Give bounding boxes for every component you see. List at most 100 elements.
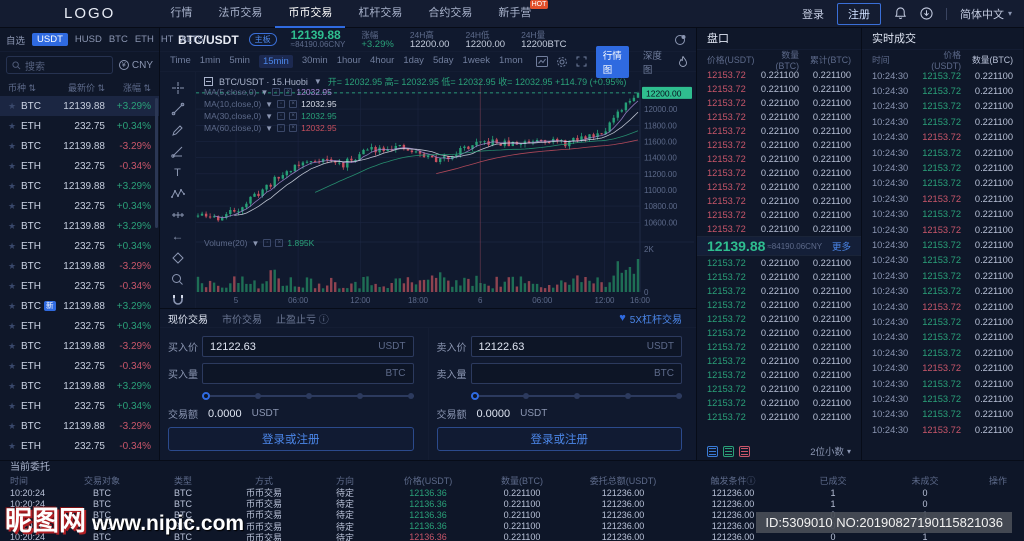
book-row[interactable]: 12153.72 0.221100 0.221100 xyxy=(697,382,861,396)
eraser-icon[interactable] xyxy=(168,250,188,265)
market-row[interactable]: ★ ETH 232.75 -0.34% xyxy=(0,356,159,376)
triangle-down-icon[interactable]: ▼ xyxy=(265,111,274,121)
market-tab-USDT[interactable]: USDT xyxy=(32,33,68,46)
market-row[interactable]: ★ BTC 12139.88 -3.29% xyxy=(0,336,159,356)
buy-amount-slider[interactable] xyxy=(202,390,414,402)
download-icon[interactable] xyxy=(920,7,933,20)
view-tab-行情图[interactable]: 行情图 xyxy=(595,45,629,78)
nav-item-行情[interactable]: 行情 xyxy=(170,6,193,19)
indicator-close-icon[interactable]: × xyxy=(289,112,298,120)
market-row[interactable]: ★ BTC 12139.88 +3.29% xyxy=(0,96,159,116)
view-tab-深度图[interactable]: 深度图 xyxy=(642,50,662,76)
trade-row[interactable]: 10:24:30 12153.72 0.221100 xyxy=(862,253,1023,268)
market-row[interactable]: ★ BTC 12139.88 -3.29% xyxy=(0,256,159,276)
market-row[interactable]: ★ ETH 232.75 -0.34% xyxy=(0,156,159,176)
pattern-icon[interactable] xyxy=(168,186,188,201)
star-icon[interactable]: ★ xyxy=(8,200,17,211)
market-row[interactable]: ★ BTC 12139.88 -3.29% xyxy=(0,416,159,436)
book-row[interactable]: 12153.72 0.221100 0.221100 xyxy=(697,222,861,236)
sell-price-input[interactable]: 12122.63 USDT xyxy=(470,336,682,357)
interval-15min[interactable]: 15min xyxy=(258,55,293,68)
trade-row[interactable]: 10:24:30 12153.72 0.221100 xyxy=(862,145,1023,160)
star-icon[interactable]: ★ xyxy=(8,260,17,271)
indicator-settings-icon[interactable]: ◦ xyxy=(263,239,272,247)
indicator-settings-icon[interactable]: ◦ xyxy=(277,124,286,132)
trade-row[interactable]: 10:24:30 12153.72 0.221100 xyxy=(862,391,1023,406)
buy-login-register-button[interactable]: 登录或注册 xyxy=(168,427,414,451)
trade-row[interactable]: 10:24:30 12153.72 0.221100 xyxy=(862,314,1023,329)
buy-amount-input[interactable]: BTC xyxy=(202,363,414,384)
star-icon[interactable]: ★ xyxy=(8,220,17,231)
trade-row[interactable]: 10:24:30 12153.72 0.221100 xyxy=(862,330,1023,345)
nav-item-法币交易[interactable]: 法币交易 xyxy=(218,6,263,19)
star-icon[interactable]: ★ xyxy=(8,120,17,131)
interval-1min[interactable]: 1min xyxy=(199,55,221,66)
book-row[interactable]: 12153.72 0.221100 0.221100 xyxy=(697,340,861,354)
interval-5day[interactable]: 5day xyxy=(432,55,454,66)
indicator-close-icon[interactable]: × xyxy=(284,88,293,96)
trade-row[interactable]: 10:24:30 12153.72 0.221100 xyxy=(862,407,1023,422)
order-row[interactable]: 10:20:24 BTC BTC 币币交易 待定 12136.36 0.221100 1212… xyxy=(0,497,1024,510)
text-icon[interactable]: T xyxy=(174,166,181,179)
star-icon[interactable]: ★ xyxy=(8,400,17,411)
sell-amount-slider[interactable] xyxy=(470,390,682,402)
nav-item-杠杆交易[interactable]: 杠杆交易 xyxy=(358,6,403,19)
market-row[interactable]: ★ BTC 12139.88 -3.29% xyxy=(0,136,159,156)
market-row[interactable]: ★ ETH 232.75 +0.34% xyxy=(0,396,159,416)
market-tab-ALTS[interactable]: ALTS xyxy=(180,34,204,45)
indicator-settings-icon[interactable]: ◦ xyxy=(277,112,286,120)
triangle-down-icon[interactable]: ▼ xyxy=(260,87,269,97)
star-icon[interactable]: ★ xyxy=(8,160,17,171)
order-tab-现价交易[interactable]: 现价交易 xyxy=(168,314,208,326)
order-tab-止盈止亏 ⓘ[interactable]: 止盈止亏 ⓘ xyxy=(276,314,329,326)
book-row[interactable]: 12153.72 0.221100 0.221100 xyxy=(697,124,861,138)
book-row[interactable]: 12153.72 0.221100 0.221100 xyxy=(697,326,861,340)
star-icon[interactable]: ★ xyxy=(8,300,17,311)
book-row[interactable]: 12153.72 0.221100 0.221100 xyxy=(697,368,861,382)
market-row[interactable]: ★ ETH 232.75 -0.34% xyxy=(0,276,159,296)
trade-row[interactable]: 10:24:30 12153.72 0.221100 xyxy=(862,222,1023,237)
chart-type-icon[interactable] xyxy=(535,56,548,67)
market-row[interactable]: ★ BTC 12139.88 +3.29% xyxy=(0,176,159,196)
nav-item-币币交易[interactable]: 币币交易 xyxy=(275,0,346,28)
market-tab-ETH[interactable]: ETH xyxy=(134,34,154,45)
trade-row[interactable]: 10:24:30 12153.72 0.221100 xyxy=(862,345,1023,360)
book-row[interactable]: 12153.72 0.221100 0.221100 xyxy=(697,284,861,298)
star-icon[interactable]: ★ xyxy=(8,180,17,191)
trendline-icon[interactable] xyxy=(168,101,188,116)
trade-row[interactable]: 10:24:30 12153.72 0.221100 xyxy=(862,130,1023,145)
book-row[interactable]: 12153.72 0.221100 0.221100 xyxy=(697,354,861,368)
settings-gear-icon[interactable] xyxy=(556,56,568,68)
market-tab-HUSD[interactable]: HUSD xyxy=(74,34,102,45)
sell-amount-input[interactable]: BTC xyxy=(470,363,682,384)
book-row[interactable]: 12153.72 0.221100 0.221100 xyxy=(697,256,861,270)
crosshair-icon[interactable] xyxy=(168,80,188,95)
star-icon[interactable]: ★ xyxy=(8,140,17,151)
star-icon[interactable]: ★ xyxy=(8,340,17,351)
book-row[interactable]: 12153.72 0.221100 0.221100 xyxy=(697,312,861,326)
interval-Time[interactable]: Time xyxy=(170,55,191,66)
star-icon[interactable]: ★ xyxy=(8,240,17,251)
book-row[interactable]: 12153.72 0.221100 0.221100 xyxy=(697,166,861,180)
leverage-link[interactable]: ♥ 5X杠杆交易 xyxy=(619,312,682,326)
language-selector[interactable]: 简体中文 ▾ xyxy=(959,8,1012,21)
interval-5min[interactable]: 5min xyxy=(229,55,250,66)
sell-login-register-button[interactable]: 登录或注册 xyxy=(436,427,682,451)
book-row[interactable]: 12153.72 0.221100 0.221100 xyxy=(697,68,861,82)
nav-item-合约交易[interactable]: 合约交易 xyxy=(428,6,473,19)
interval-1mon[interactable]: 1mon xyxy=(499,55,523,66)
depth-mode-bids-icon[interactable] xyxy=(723,445,734,457)
trade-row[interactable]: 10:24:30 12153.72 0.221100 xyxy=(862,283,1023,298)
book-row[interactable]: 12153.72 0.221100 0.221100 xyxy=(697,110,861,124)
indicator-settings-icon[interactable]: ◦ xyxy=(277,100,286,108)
trade-row[interactable]: 10:24:30 12153.72 0.221100 xyxy=(862,191,1023,206)
book-row[interactable]: 12153.72 0.221100 0.221100 xyxy=(697,138,861,152)
col-coin[interactable]: 币种 ⇅ xyxy=(8,82,37,93)
market-row[interactable]: ★ ETH 232.75 -0.34% xyxy=(0,436,159,456)
star-icon[interactable]: ★ xyxy=(8,100,17,111)
book-row[interactable]: 12153.72 0.221100 0.221100 xyxy=(697,152,861,166)
trade-row[interactable]: 10:24:30 12153.72 0.221100 xyxy=(862,160,1023,175)
trade-row[interactable]: 10:24:30 12153.72 0.221100 xyxy=(862,376,1023,391)
book-row[interactable]: 12153.72 0.221100 0.221100 xyxy=(697,396,861,410)
trade-row[interactable]: 10:24:30 12153.72 0.221100 xyxy=(862,237,1023,252)
